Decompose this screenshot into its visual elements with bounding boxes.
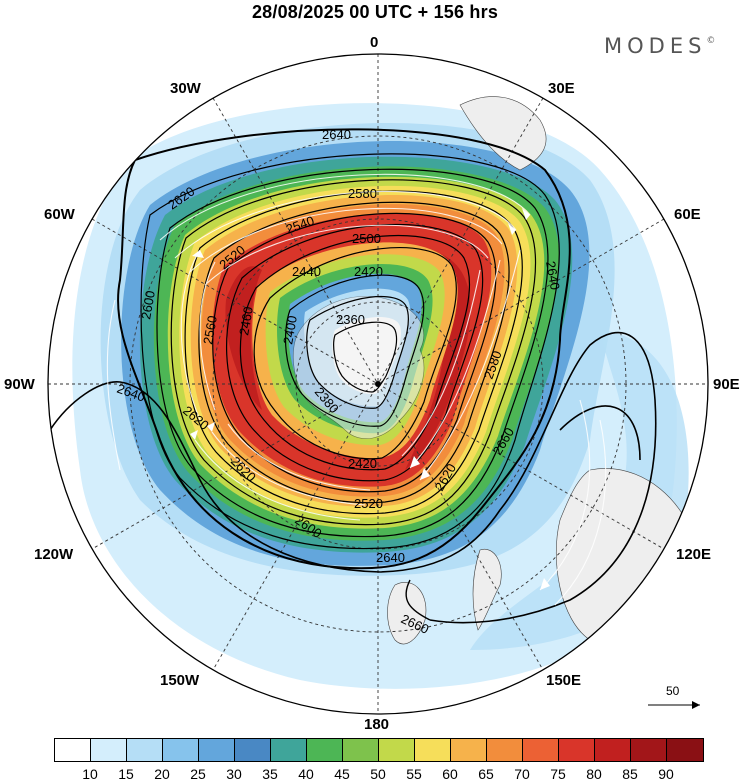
south-america-land [387, 582, 427, 645]
lon-label-90e: 90E [713, 376, 740, 393]
lon-label-120w: 120W [34, 546, 74, 563]
colorbar-tick-label: 55 [406, 766, 422, 782]
colorbar-tick-label: 25 [190, 766, 206, 782]
polar-map: 2640 2620 2580 2540 2500 2520 2440 2420 … [47, 53, 709, 715]
contour-label: 2560 [200, 314, 220, 345]
colorbar-cell [235, 739, 271, 761]
colorbar-tick-label: 90 [658, 766, 674, 782]
lon-label-30e: 30E [548, 80, 575, 97]
contour-label: 2520 [354, 496, 383, 511]
lon-label-30w: 30W [170, 80, 201, 97]
colorbar-tick-label: 15 [118, 766, 134, 782]
lon-label-150e: 150E [546, 672, 582, 689]
colorbar-cell [55, 739, 91, 761]
lon-label-90w: 90W [4, 376, 35, 393]
colorbar-tick-label: 30 [226, 766, 242, 782]
colorbar-tick-label: 40 [298, 766, 314, 782]
map-border [47, 53, 709, 715]
colorbar-cell [415, 739, 451, 761]
colorbar-tick-label: 20 [154, 766, 170, 782]
wind-streamlines [106, 173, 607, 606]
colorbar-cell [595, 739, 631, 761]
vector-scale-arrow [648, 701, 700, 709]
colorbar-tick-label: 85 [622, 766, 638, 782]
map-title: 28/08/2025 00 UTC + 156 hrs [251, 2, 499, 22]
colorbar-cell [523, 739, 559, 761]
colorbar-ticks: 10 15 20 25 30 35 40 45 50 55 60 65 70 75 80 85 90 [0, 766, 750, 782]
colorbar-tick-label: 75 [550, 766, 566, 782]
colorbar-cell [271, 739, 307, 761]
lon-label-0: 0 [370, 34, 379, 51]
contour-label: 2640 [543, 260, 563, 291]
lon-label-60e: 60E [674, 206, 701, 223]
contour-label: 2400 [280, 314, 300, 345]
colorbar-cell [343, 739, 379, 761]
south-pole-marker [375, 381, 381, 387]
colorbar-tick-label: 45 [334, 766, 350, 782]
colorbar-tick-label: 35 [262, 766, 278, 782]
contour-label: 2360 [336, 312, 365, 327]
colorbar-cell [307, 739, 343, 761]
africa-land [459, 96, 547, 171]
contour-label: 2420 [354, 264, 383, 279]
colorbar-cell [163, 739, 199, 761]
wind-speed-fill-85b [225, 266, 262, 410]
colorbar-cell [199, 739, 235, 761]
colorbar [54, 738, 704, 762]
colorbar-tick-label: 50 [370, 766, 386, 782]
contour-label: 2640 [322, 127, 351, 142]
lon-label-120e: 120E [676, 546, 712, 563]
colorbar-tick-label: 65 [478, 766, 494, 782]
colorbar-cell [559, 739, 595, 761]
contour-label: 2640 [376, 550, 405, 565]
contour-label: 2460 [236, 305, 256, 336]
colorbar-cell [631, 739, 667, 761]
brand-logo: MODES© [604, 34, 716, 58]
contour-label: 2420 [348, 456, 377, 471]
geopotential-contours [49, 128, 657, 624]
contour-label: 2440 [292, 264, 321, 279]
lon-label-60w: 60W [44, 206, 75, 223]
colorbar-cell [487, 739, 523, 761]
colorbar-cell [451, 739, 487, 761]
lon-label-150w: 150W [160, 672, 200, 689]
contour-label: 2500 [352, 231, 381, 246]
colorbar-cell [91, 739, 127, 761]
colorbar-tick-label: 60 [442, 766, 458, 782]
colorbar-tick-label: 70 [514, 766, 530, 782]
contour-label: 2580 [348, 186, 377, 201]
colorbar-cell [127, 739, 163, 761]
antarctica-land [292, 295, 425, 439]
colorbar-tick-label: 10 [82, 766, 98, 782]
vector-scale-label: 50 [666, 684, 680, 698]
colorbar-tick-label: 80 [586, 766, 602, 782]
contour-label: 2600 [138, 289, 158, 320]
colorbar-cell [379, 739, 415, 761]
streamline-arrowheads [190, 208, 550, 590]
lon-label-180: 180 [364, 716, 390, 733]
colorbar-cell [667, 739, 703, 761]
